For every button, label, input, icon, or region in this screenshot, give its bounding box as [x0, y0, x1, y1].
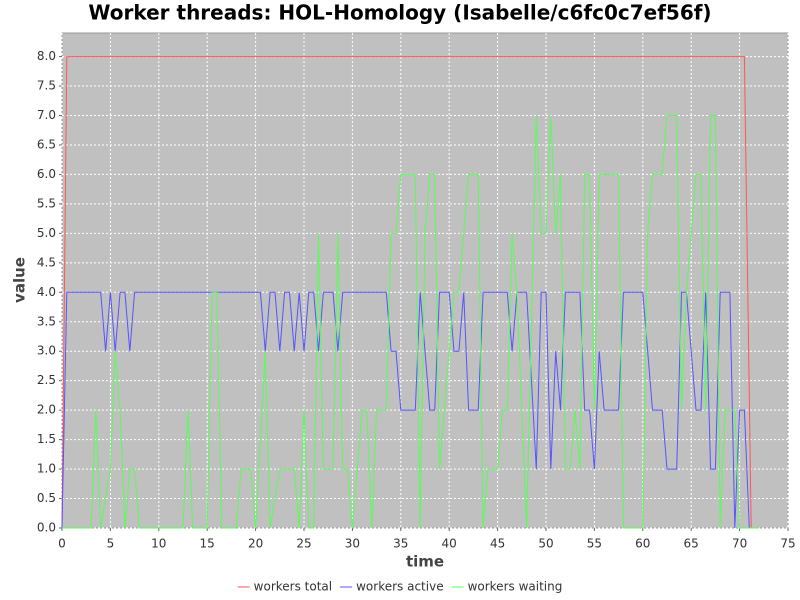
x-tick-label: 15: [200, 537, 215, 551]
x-tick-label: 65: [684, 537, 699, 551]
y-tick-label: 7.0: [37, 108, 56, 122]
x-tick-label: 75: [780, 537, 795, 551]
x-tick-label: 60: [635, 537, 650, 551]
y-tick-label: 4.0: [37, 285, 56, 299]
y-tick-label: 5.5: [37, 196, 56, 210]
legend-label: workers waiting: [468, 580, 563, 594]
series-line: [61, 291, 759, 529]
y-tick-label: 0.0: [37, 521, 56, 535]
x-tick-label: 50: [538, 537, 553, 551]
y-tick-label: 3.0: [37, 344, 56, 358]
x-tick-label: 45: [490, 537, 505, 551]
y-tick-label: 1.0: [37, 462, 56, 476]
y-axis-label: value: [11, 257, 29, 303]
legend: workers total workers active workers waiti…: [237, 580, 563, 594]
chart-title: Worker threads: HOL-Homology (Isabelle/c…: [88, 1, 711, 25]
x-tick-label: 20: [248, 537, 263, 551]
y-tick-label: 2.0: [37, 403, 56, 417]
x-axis-label: time: [406, 553, 444, 571]
series-line: [62, 115, 759, 529]
y-tick-label: 1.5: [37, 432, 56, 446]
x-tick-label: 0: [58, 537, 66, 551]
x-tick-label: 30: [345, 537, 360, 551]
y-tick-label: 0.5: [37, 491, 56, 505]
x-tick-label: 40: [442, 537, 457, 551]
x-tick-label: 70: [732, 537, 747, 551]
y-tick-label: 8.0: [37, 49, 56, 63]
legend-label: workers total: [254, 580, 332, 594]
y-tick-label: 4.5: [37, 255, 56, 269]
x-tick-label: 5: [107, 537, 115, 551]
x-tick-label: 55: [587, 537, 602, 551]
x-tick-label: 35: [393, 537, 408, 551]
y-tick-label: 7.5: [37, 79, 56, 93]
legend-label: workers active: [356, 580, 443, 594]
y-tick-label: 3.5: [37, 314, 56, 328]
y-tick-label: 2.5: [37, 373, 56, 387]
y-tick-label: 6.5: [37, 137, 56, 151]
x-tick-label: 25: [296, 537, 311, 551]
y-tick-label: 6.0: [37, 167, 56, 181]
x-tick-label: 10: [151, 537, 166, 551]
y-tick-label: 5.0: [37, 226, 56, 240]
